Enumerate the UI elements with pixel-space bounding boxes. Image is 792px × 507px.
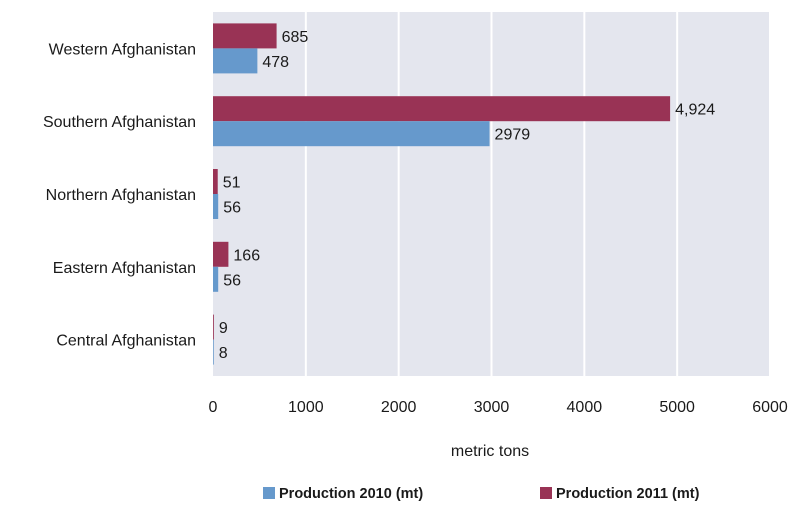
x-axis-label: metric tons	[451, 443, 529, 460]
bar-2011	[213, 169, 218, 194]
legend-swatch	[263, 487, 275, 499]
x-tick-label: 1000	[288, 399, 324, 416]
x-tick-label: 5000	[659, 399, 695, 416]
bar-2011	[213, 314, 214, 340]
legend-swatch	[540, 487, 552, 499]
bar-2011	[213, 241, 229, 267]
category-label: Western Afghanistan	[49, 41, 196, 58]
data-label-2011: 9	[219, 320, 228, 337]
x-tick-label: 2000	[381, 399, 417, 416]
bar-2010	[213, 121, 490, 147]
x-tick-label: 4000	[567, 399, 603, 416]
bar-2011	[213, 96, 671, 122]
data-label-2011: 166	[233, 247, 260, 264]
x-tick-labels: 0 1000 2000 3000 4000 5000 6000	[209, 399, 788, 416]
bar-2010	[213, 194, 219, 219]
x-tick-label: 6000	[752, 399, 788, 416]
bar-2010	[213, 266, 219, 292]
legend-label: Production 2011 (mt)	[556, 486, 700, 502]
data-label-2011: 4,924	[675, 102, 715, 119]
category-labels: Western Afghanistan Southern Afghanistan N…	[43, 41, 196, 349]
legend-label: Production 2010 (mt)	[279, 486, 423, 502]
category-label: Eastern Afghanistan	[53, 260, 196, 277]
legend: Production 2010 (mt) Production 2011 (mt)	[263, 486, 700, 502]
data-label-2010: 56	[223, 200, 241, 217]
data-label-2010: 478	[262, 54, 289, 71]
data-label-2010: 2979	[495, 127, 531, 144]
data-label-2010: 8	[219, 345, 228, 362]
bars: 685 478 4,924 2979 51 56 166 56 9 8	[213, 23, 715, 365]
x-tick-label: 0	[209, 399, 218, 416]
bar-2011	[213, 23, 277, 49]
bar-2010	[213, 48, 258, 74]
data-label-2010: 56	[223, 272, 241, 289]
x-tick-label: 3000	[474, 399, 510, 416]
category-label: Northern Afghanistan	[46, 187, 196, 204]
data-label-2011: 51	[223, 175, 241, 192]
category-label: Southern Afghanistan	[43, 114, 196, 131]
category-label: Central Afghanistan	[56, 333, 196, 350]
bar-2010	[213, 339, 214, 365]
data-label-2011: 685	[282, 29, 309, 46]
grid-lines	[304, 12, 771, 376]
